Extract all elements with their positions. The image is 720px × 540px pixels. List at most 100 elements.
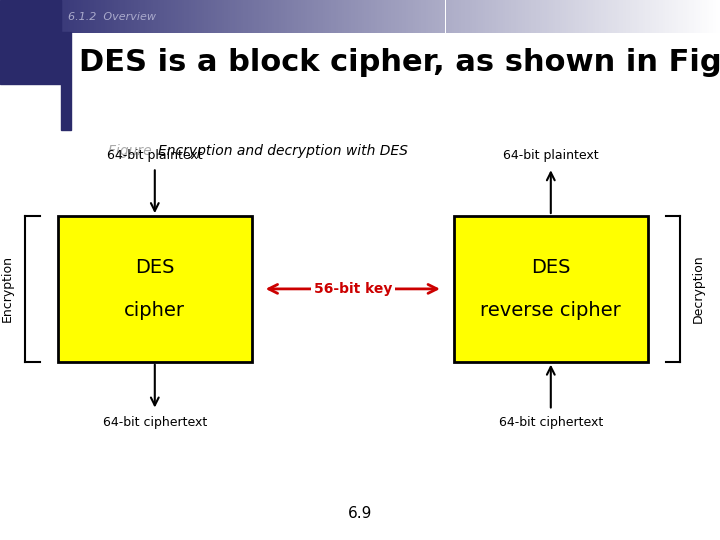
Bar <box>595 0 597 33</box>
Bar <box>99 0 101 33</box>
Bar <box>709 0 711 33</box>
Bar <box>325 0 327 33</box>
Bar <box>647 0 649 33</box>
Bar <box>318 0 320 33</box>
Bar <box>103 0 105 33</box>
Bar <box>555 0 557 33</box>
Bar <box>441 0 444 33</box>
Bar <box>413 0 415 33</box>
Bar <box>316 0 318 33</box>
Bar <box>373 0 375 33</box>
Bar <box>122 0 125 33</box>
Bar <box>444 0 446 33</box>
Bar <box>678 0 680 33</box>
Bar <box>143 0 145 33</box>
Bar <box>307 0 310 33</box>
Bar <box>61 32 71 130</box>
Text: cipher: cipher <box>125 301 185 320</box>
Bar <box>705 0 707 33</box>
Bar <box>621 0 624 33</box>
Bar <box>197 0 199 33</box>
Bar <box>569 0 571 33</box>
Bar <box>333 0 336 33</box>
Bar <box>66 0 68 33</box>
Bar <box>149 0 151 33</box>
Bar <box>237 0 239 33</box>
Bar <box>619 0 621 33</box>
Bar <box>663 0 665 33</box>
Bar <box>230 0 233 33</box>
Bar <box>549 0 551 33</box>
Bar <box>81 0 84 33</box>
Bar <box>551 0 553 33</box>
Text: 64-bit ciphertext: 64-bit ciphertext <box>103 416 207 429</box>
Bar <box>323 0 325 33</box>
Bar <box>228 0 230 33</box>
Bar <box>151 0 153 33</box>
Bar <box>281 0 283 33</box>
Bar <box>70 0 72 33</box>
Bar <box>274 0 276 33</box>
Bar <box>248 0 250 33</box>
Bar <box>421 0 423 33</box>
Bar <box>360 0 362 33</box>
Text: reverse cipher: reverse cipher <box>480 301 621 320</box>
Bar <box>500 0 503 33</box>
Bar <box>553 0 555 33</box>
Bar <box>0 0 61 33</box>
Bar <box>76 0 78 33</box>
Bar <box>246 0 248 33</box>
Bar <box>336 0 338 33</box>
Bar <box>599 0 601 33</box>
Bar <box>395 0 397 33</box>
Bar <box>254 0 256 33</box>
Bar <box>347 0 349 33</box>
Bar <box>531 0 534 33</box>
Bar <box>410 0 413 33</box>
Bar <box>184 0 186 33</box>
Bar <box>632 0 634 33</box>
Bar <box>652 0 654 33</box>
Bar <box>613 0 615 33</box>
Text: 6.9: 6.9 <box>348 505 372 521</box>
Bar <box>292 0 294 33</box>
Bar <box>268 0 270 33</box>
Bar <box>118 0 120 33</box>
Bar <box>256 0 259 33</box>
Bar <box>379 0 382 33</box>
Bar <box>101 0 103 33</box>
Bar <box>61 0 63 33</box>
Bar <box>672 0 674 33</box>
Bar <box>492 0 494 33</box>
Bar <box>279 0 281 33</box>
Bar <box>659 0 661 33</box>
Bar <box>145 0 147 33</box>
Bar <box>630 0 632 33</box>
Bar <box>127 0 130 33</box>
Bar <box>474 0 476 33</box>
Bar <box>390 0 393 33</box>
Bar <box>490 0 492 33</box>
Bar <box>58 216 252 362</box>
Bar <box>384 0 386 33</box>
Bar <box>522 0 525 33</box>
Bar <box>707 0 709 33</box>
Bar <box>419 0 421 33</box>
Bar <box>448 0 450 33</box>
Bar <box>439 0 441 33</box>
Bar <box>88 0 90 33</box>
Bar <box>289 0 292 33</box>
Bar <box>125 0 127 33</box>
Bar <box>86 0 88 33</box>
Bar <box>575 0 577 33</box>
Text: DES: DES <box>135 258 174 277</box>
Bar <box>116 0 118 33</box>
Bar <box>294 0 296 33</box>
Bar <box>342 0 344 33</box>
Bar <box>516 0 518 33</box>
Bar <box>239 0 241 33</box>
Bar <box>593 0 595 33</box>
Bar <box>711 0 714 33</box>
Bar <box>212 0 215 33</box>
Bar <box>186 0 189 33</box>
